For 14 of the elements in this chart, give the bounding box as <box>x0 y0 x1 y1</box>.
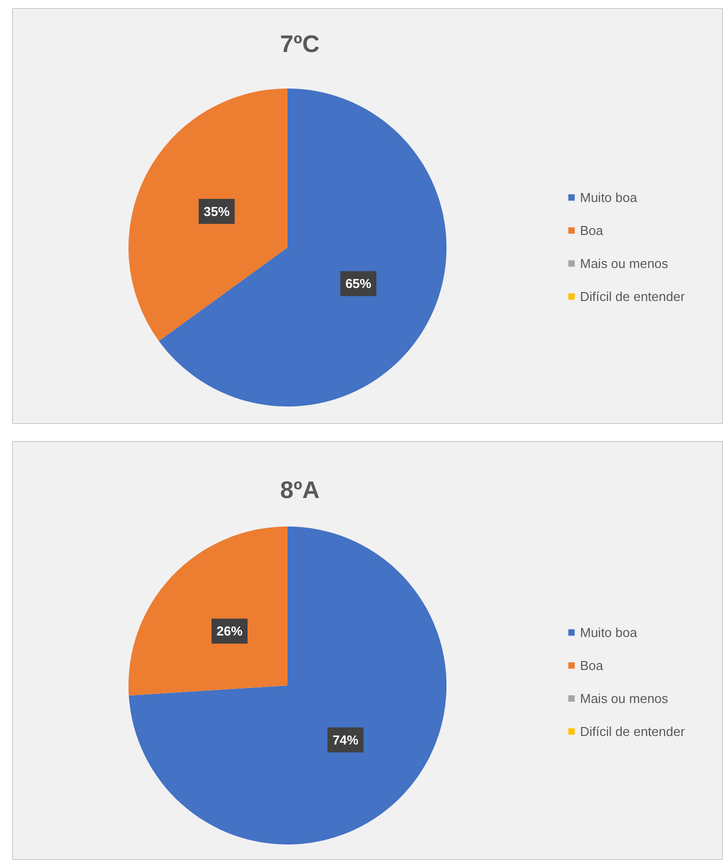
legend-label: Boa <box>580 656 604 674</box>
data-label: 26% <box>216 624 243 639</box>
legend-label: Mais ou menos <box>580 254 668 272</box>
legend-label: Mais ou menos <box>580 690 668 708</box>
chart-title: 7ºC <box>280 31 320 58</box>
legend-label: Muito boa <box>580 624 638 642</box>
legend-label: Muito boa <box>580 188 638 206</box>
legend-label: Difícil de entender <box>580 288 685 306</box>
data-label: 65% <box>345 276 372 292</box>
chart-title: 8ºA <box>280 477 320 504</box>
legend-label: Difícil de entender <box>580 722 685 740</box>
data-label: 35% <box>204 204 230 219</box>
legend-label: Boa <box>580 222 604 240</box>
data-label: 74% <box>332 732 359 748</box>
